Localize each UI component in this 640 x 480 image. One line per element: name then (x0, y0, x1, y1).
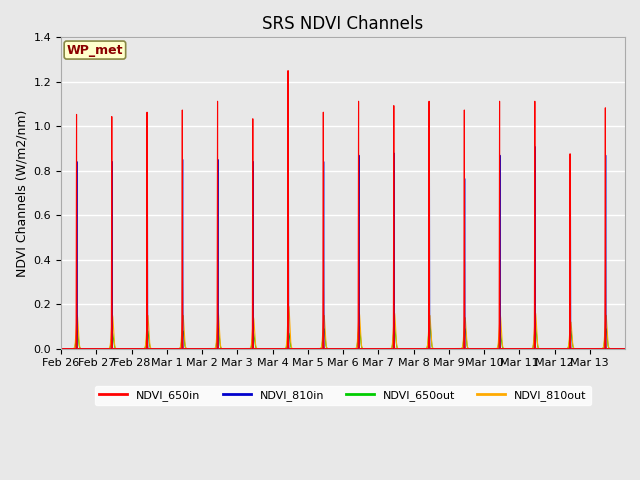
NDVI_650out (391, 324, 399, 330)
NDVI_810out (261, 346, 269, 351)
NDVI_650in (476, 346, 483, 351)
NDVI_650out (57, 346, 65, 351)
Line: NDVI_650in: NDVI_650in (61, 71, 625, 348)
NDVI_810out (285, 303, 292, 309)
NDVI_650in (391, 346, 399, 351)
NDVI_650in (86, 346, 93, 351)
NDVI_650out (506, 346, 513, 351)
NDVI_650in (415, 346, 423, 351)
Text: WP_met: WP_met (67, 44, 123, 57)
NDVI_810in (391, 346, 399, 351)
NDVI_810out (86, 346, 93, 351)
Title: SRS NDVI Channels: SRS NDVI Channels (262, 15, 424, 33)
NDVI_810in (57, 346, 65, 351)
NDVI_650out (86, 346, 93, 351)
NDVI_810out (506, 346, 513, 351)
NDVI_810in (506, 346, 513, 351)
NDVI_650out (127, 346, 135, 351)
Line: NDVI_810in: NDVI_810in (61, 147, 625, 348)
NDVI_810out (57, 346, 65, 351)
Line: NDVI_810out: NDVI_810out (61, 306, 625, 348)
NDVI_650out (262, 346, 269, 351)
NDVI_650out (476, 346, 483, 351)
NDVI_810in (476, 346, 483, 351)
NDVI_650in (506, 346, 513, 351)
NDVI_810out (586, 346, 593, 351)
Y-axis label: NDVI Channels (W/m2/nm): NDVI Channels (W/m2/nm) (15, 109, 28, 276)
NDVI_650in (261, 346, 269, 351)
NDVI_650in (621, 346, 629, 351)
NDVI_810out (476, 346, 483, 351)
NDVI_650out (621, 346, 629, 351)
NDVI_810in (86, 346, 93, 351)
NDVI_810in (531, 144, 539, 150)
Line: NDVI_650out: NDVI_650out (61, 324, 625, 348)
NDVI_810out (621, 346, 629, 351)
Legend: NDVI_650in, NDVI_810in, NDVI_650out, NDVI_810out: NDVI_650in, NDVI_810in, NDVI_650out, NDV… (95, 385, 591, 405)
NDVI_810in (261, 346, 269, 351)
NDVI_810out (391, 312, 399, 317)
NDVI_650out (426, 321, 434, 327)
NDVI_810out (415, 346, 423, 351)
NDVI_810in (415, 346, 423, 351)
NDVI_810in (621, 346, 629, 351)
NDVI_650in (284, 68, 292, 73)
NDVI_650out (415, 346, 423, 351)
NDVI_650in (57, 346, 65, 351)
